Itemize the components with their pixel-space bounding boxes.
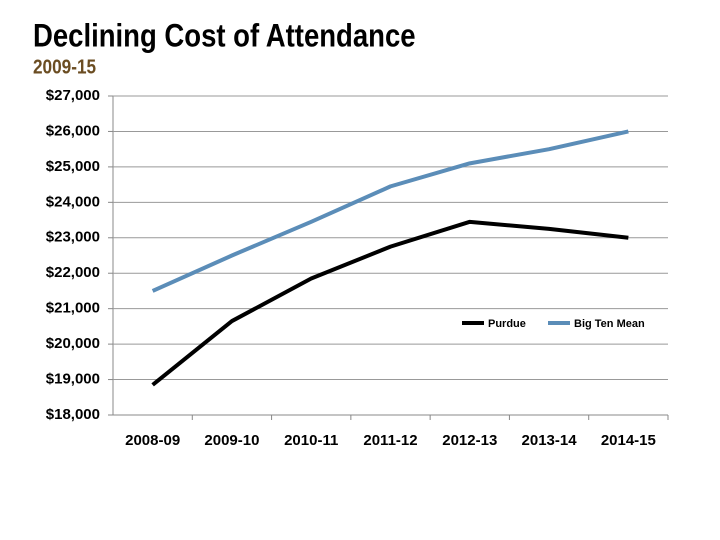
y-tick-label: $22,000 (46, 264, 100, 281)
x-tick-label: 2010-11 (284, 432, 338, 449)
y-tick-label: $26,000 (46, 122, 100, 139)
y-tick-label: $20,000 (46, 335, 100, 352)
y-tick-label: $24,000 (46, 193, 100, 210)
x-tick-label: 2008-09 (125, 432, 180, 449)
line-series (151, 219, 629, 387)
y-tick-label: $25,000 (46, 158, 100, 175)
x-tick-label: 2009-10 (204, 432, 259, 449)
x-tick-label: 2013-14 (522, 432, 578, 449)
x-tick-label: 2011-12 (363, 432, 417, 449)
y-tick-label: $18,000 (46, 406, 100, 423)
legend-label: Purdue (488, 318, 526, 330)
legend-label: Big Ten Mean (574, 318, 645, 330)
y-tick-label: $19,000 (46, 371, 100, 388)
x-tick-label: 2012-13 (442, 432, 497, 449)
chart-title: Declining Cost of Attendance (33, 19, 416, 54)
line-series (151, 129, 629, 293)
chart-subtitle: 2009-15 (33, 55, 96, 78)
y-tick-label: $21,000 (46, 300, 100, 317)
y-tick-label: $23,000 (46, 229, 100, 246)
y-tick-label: $27,000 (46, 87, 100, 104)
x-tick-label: 2014-15 (601, 432, 656, 449)
